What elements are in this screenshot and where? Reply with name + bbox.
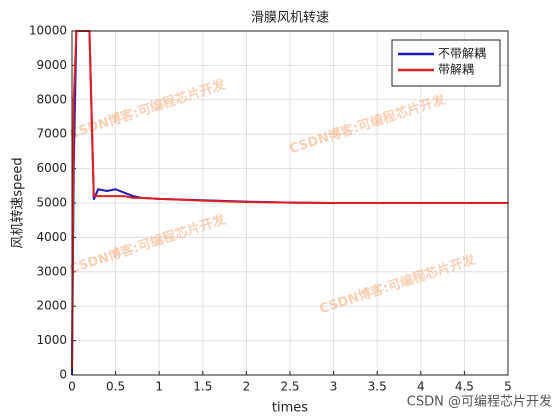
chart-title: 滑膜风机转速 — [251, 11, 329, 26]
y-tick-label: 0 — [59, 368, 67, 382]
y-tick-label: 4000 — [36, 230, 67, 244]
y-tick-label: 1000 — [36, 333, 67, 347]
x-tick-label: 0.5 — [106, 380, 125, 394]
y-tick-label: 7000 — [36, 127, 67, 141]
legend-box — [391, 39, 501, 87]
y-axis-label: 风机转速speed — [11, 157, 26, 248]
x-tick-label: 5 — [504, 380, 512, 394]
x-tick-label: 4 — [417, 380, 425, 394]
y-tick-label: 5000 — [36, 196, 67, 210]
x-tick-label: 3 — [330, 380, 338, 394]
y-tick-label: 2000 — [36, 299, 67, 313]
x-tick-label: 1 — [155, 380, 163, 394]
credit: CSDN @可编程芯片开发 — [407, 394, 552, 410]
legend-label: 不带解耦 — [438, 47, 486, 61]
y-tick-label: 3000 — [36, 264, 67, 278]
x-tick-label: 1.5 — [193, 380, 212, 394]
x-tick-label: 2.5 — [280, 380, 299, 394]
axes-box — [71, 30, 509, 376]
y-tick-label: 9000 — [36, 58, 67, 72]
x-tick-label: 4.5 — [455, 380, 474, 394]
x-tick-label: 3.5 — [368, 380, 387, 394]
y-tick-label: 6000 — [36, 161, 67, 175]
x-axis-label: times — [272, 401, 308, 416]
x-tick-label: 2 — [243, 380, 251, 394]
x-tick-label: 0 — [68, 380, 76, 394]
y-tick-label: 8000 — [36, 92, 67, 106]
y-tick-label: 10000 — [29, 24, 67, 38]
legend-label: 带解耦 — [438, 63, 474, 77]
